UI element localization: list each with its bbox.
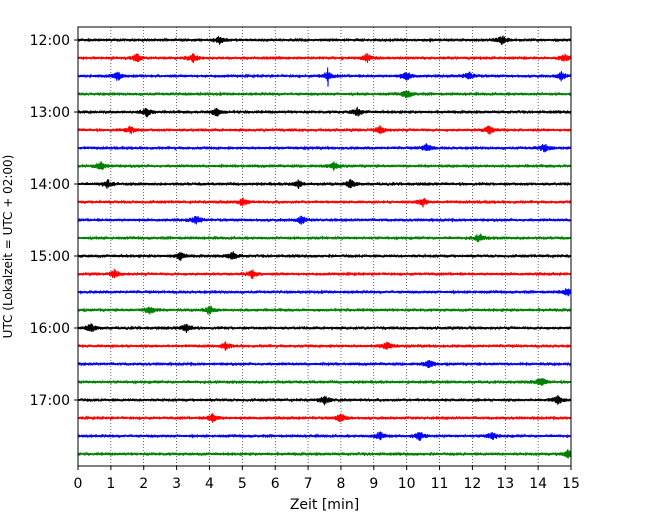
x-tick-label: 3 <box>172 476 181 492</box>
y-tick-label: 17:00 <box>30 393 70 409</box>
y-tick-label: 14:00 <box>30 177 70 193</box>
x-tick-label: 8 <box>336 476 345 492</box>
x-tick-label: 1 <box>106 476 115 492</box>
x-tick-label: 10 <box>398 476 416 492</box>
seismic-trace <box>77 360 572 369</box>
seismic-trace <box>77 395 572 406</box>
x-tick-label: 9 <box>369 476 378 492</box>
y-tick-label: 15:00 <box>30 249 70 265</box>
seismic-trace <box>77 161 572 171</box>
seismic-trace <box>77 448 572 459</box>
x-tick-label: 6 <box>271 476 280 492</box>
x-tick-label: 5 <box>238 476 247 492</box>
seismic-trace <box>77 197 572 208</box>
seismic-trace <box>77 215 572 225</box>
x-tick-label: 2 <box>139 476 148 492</box>
seismic-trace <box>77 178 572 190</box>
seismic-trace <box>77 233 572 243</box>
plot-frame <box>77 26 572 467</box>
seismic-trace <box>77 268 572 280</box>
seismic-trace <box>77 143 572 153</box>
seismic-trace <box>77 413 572 423</box>
traces-layer <box>77 35 572 459</box>
seismic-trace <box>77 106 572 118</box>
y-tick-label: 12:00 <box>30 33 70 49</box>
seismic-trace <box>77 53 572 64</box>
x-tick-label: 13 <box>496 476 514 492</box>
y-axis-label: UTC (Lokalzeit = UTC + 02:00) <box>1 155 15 339</box>
seismic-trace <box>77 323 572 333</box>
y-tick-label: 16:00 <box>30 321 70 337</box>
seismic-trace <box>77 35 572 46</box>
seismic-trace <box>77 125 572 135</box>
x-tick-label: 7 <box>304 476 313 492</box>
x-tick-label: 12 <box>463 476 481 492</box>
seismic-trace <box>77 305 572 315</box>
y-ticks: 12:00 13:00 14:00 15:00 16:00 17:00 <box>30 33 78 409</box>
grid-layer <box>110 27 539 466</box>
seismic-trace <box>77 431 572 441</box>
x-ticks: 0 1 2 3 4 5 6 7 8 9 10 11 12 13 14 15 <box>74 466 580 492</box>
y-tick-label: 13:00 <box>30 105 70 121</box>
seismic-trace <box>77 341 572 351</box>
x-tick-label: 14 <box>529 476 547 492</box>
seismic-trace <box>77 288 572 297</box>
seismic-trace <box>77 251 572 261</box>
seismic-trace <box>77 90 572 99</box>
x-tick-label: 11 <box>431 476 449 492</box>
x-tick-label: 4 <box>205 476 214 492</box>
x-tick-label: 15 <box>562 476 580 492</box>
x-axis-label: Zeit [min] <box>290 497 359 513</box>
seismic-trace <box>77 67 572 87</box>
x-tick-label: 0 <box>74 476 83 492</box>
seismic-trace <box>77 378 572 386</box>
